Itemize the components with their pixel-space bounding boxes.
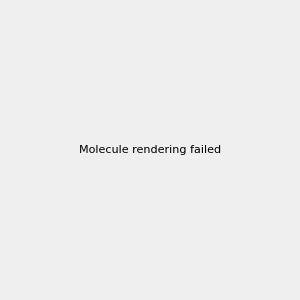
Text: Molecule rendering failed: Molecule rendering failed — [79, 145, 221, 155]
